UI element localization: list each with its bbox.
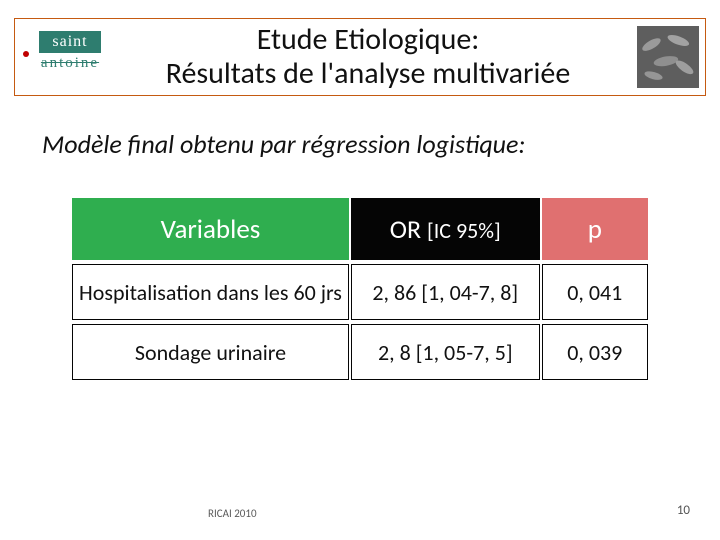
cell-p: 0, 039 [542, 324, 648, 380]
subtitle-text: Modèle final obtenu par régression logis… [42, 128, 525, 160]
table-header-row: Variables OR [IC 95%] p [72, 198, 648, 260]
footer-reference: RICAI 2010 [208, 507, 257, 520]
bacteria-image [637, 26, 699, 88]
or-ci-label: [IC 95%] [427, 217, 501, 244]
title-line-2: Résultats de l'analyse multivariée [107, 57, 629, 92]
cell-or: 2, 8 [1, 05-7, 5] [351, 324, 540, 380]
page-number: 10 [677, 503, 690, 518]
logo-text-bottom: antoine [31, 55, 109, 75]
title-container: saint antoine Etude Etiologique: Résulta… [14, 18, 706, 96]
cell-variable: Sondage urinaire [72, 324, 349, 380]
col-header-p: p [542, 198, 648, 260]
table-row: Sondage urinaire 2, 8 [1, 05-7, 5] 0, 03… [72, 324, 648, 380]
logo-bullet [23, 51, 29, 57]
table-row: Hospitalisation dans les 60 jrs 2, 86 [1… [72, 264, 648, 320]
col-header-or: OR [IC 95%] [351, 198, 540, 260]
cell-or: 2, 86 [1, 04-7, 8] [351, 264, 540, 320]
logo-text-top: saint [39, 31, 101, 53]
hospital-logo: saint antoine [21, 27, 107, 87]
cell-variable: Hospitalisation dans les 60 jrs [72, 264, 349, 320]
title-line-1: Etude Etiologique: [107, 23, 629, 58]
or-label: OR [390, 213, 421, 245]
slide-title: Etude Etiologique: Résultats de l'analys… [107, 23, 637, 92]
cell-p: 0, 041 [542, 264, 648, 320]
results-table: Variables OR [IC 95%] p Hospitalisation … [70, 194, 650, 384]
col-header-variables: Variables [72, 198, 349, 260]
